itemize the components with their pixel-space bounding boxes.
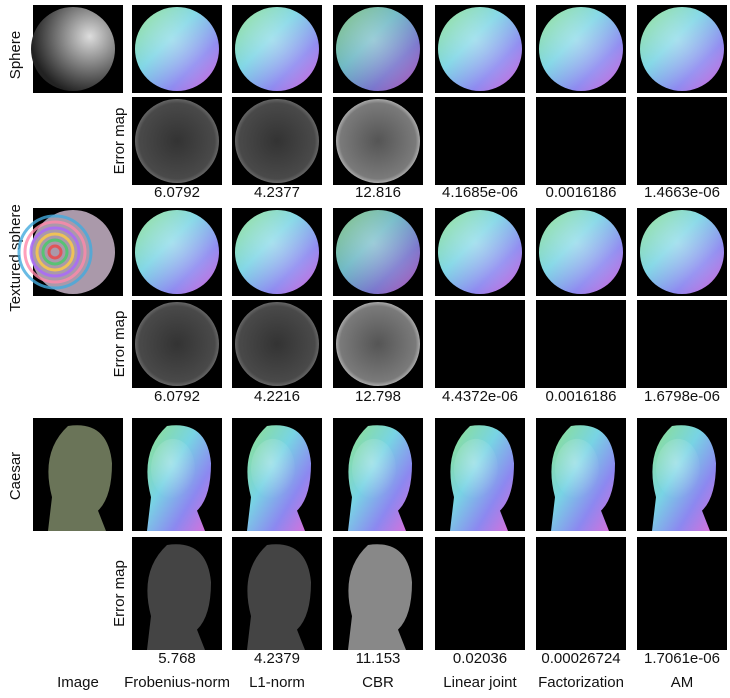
shine (135, 210, 219, 294)
error-map (536, 537, 626, 650)
shine (336, 210, 420, 294)
error-sphere (135, 99, 219, 183)
error-value: 5.768 (158, 650, 196, 667)
shine (151, 439, 195, 499)
error-value: 12.816 (355, 184, 401, 201)
error-map (435, 97, 525, 185)
column-label: CBR (362, 674, 394, 691)
error-map (435, 537, 525, 650)
error-map (435, 300, 525, 388)
mask (116, 208, 123, 296)
shine (539, 7, 623, 91)
row-label: Sphere (7, 31, 24, 79)
column-label: Factorization (538, 674, 624, 691)
error-value: 0.0016186 (546, 388, 617, 405)
error-value: 0.0016186 (546, 184, 617, 201)
error-value: 0.00026724 (541, 650, 620, 667)
error-map (637, 97, 727, 185)
column-label: L1-norm (249, 674, 305, 691)
error-sphere (235, 302, 319, 386)
shine (640, 7, 724, 91)
error-value: 4.2379 (254, 650, 300, 667)
error-value: 4.2377 (254, 184, 300, 201)
column-label: Frobenius-norm (124, 674, 230, 691)
error-sphere (336, 302, 420, 386)
column-label: Image (57, 674, 99, 691)
shine (235, 210, 319, 294)
error-value: 11.153 (356, 650, 401, 667)
error-value: 1.7061e-06 (644, 650, 720, 667)
error-map (536, 300, 626, 388)
shine (539, 210, 623, 294)
shine (656, 439, 700, 499)
error-value: 6.0792 (154, 184, 200, 201)
error-map (536, 97, 626, 185)
error-map-label: Error map (111, 311, 128, 378)
row-label: Caesar (7, 452, 24, 500)
error-sphere (135, 302, 219, 386)
shine (336, 7, 420, 91)
error-value: 4.2216 (254, 388, 300, 405)
shine (438, 7, 522, 91)
row-label: Textured sphere (7, 204, 24, 312)
error-sphere (336, 99, 420, 183)
figure: Sphere Error map 6.0792 4.2377 12.816 4.1685e… (0, 0, 730, 693)
error-value: 6.0792 (154, 388, 200, 405)
error-value: 1.6798e-06 (644, 388, 720, 405)
shine (352, 439, 396, 499)
shine (235, 7, 319, 91)
column-label: Linear joint (443, 674, 517, 691)
error-value: 12.798 (355, 388, 401, 405)
error-map-label: Error map (111, 560, 128, 627)
column-label: AM (671, 674, 694, 691)
shine (135, 7, 219, 91)
input-sphere (31, 7, 115, 91)
shine (251, 439, 295, 499)
error-map (637, 300, 727, 388)
error-value: 4.4372e-06 (442, 388, 518, 405)
error-map (637, 537, 727, 650)
shine (640, 210, 724, 294)
shine (438, 210, 522, 294)
error-sphere (235, 99, 319, 183)
shine (555, 439, 599, 499)
error-map-label: Error map (111, 108, 128, 175)
error-value: 4.1685e-06 (442, 184, 518, 201)
error-value: 1.4663e-06 (644, 184, 720, 201)
shine (454, 439, 498, 499)
error-value: 0.02036 (453, 650, 507, 667)
